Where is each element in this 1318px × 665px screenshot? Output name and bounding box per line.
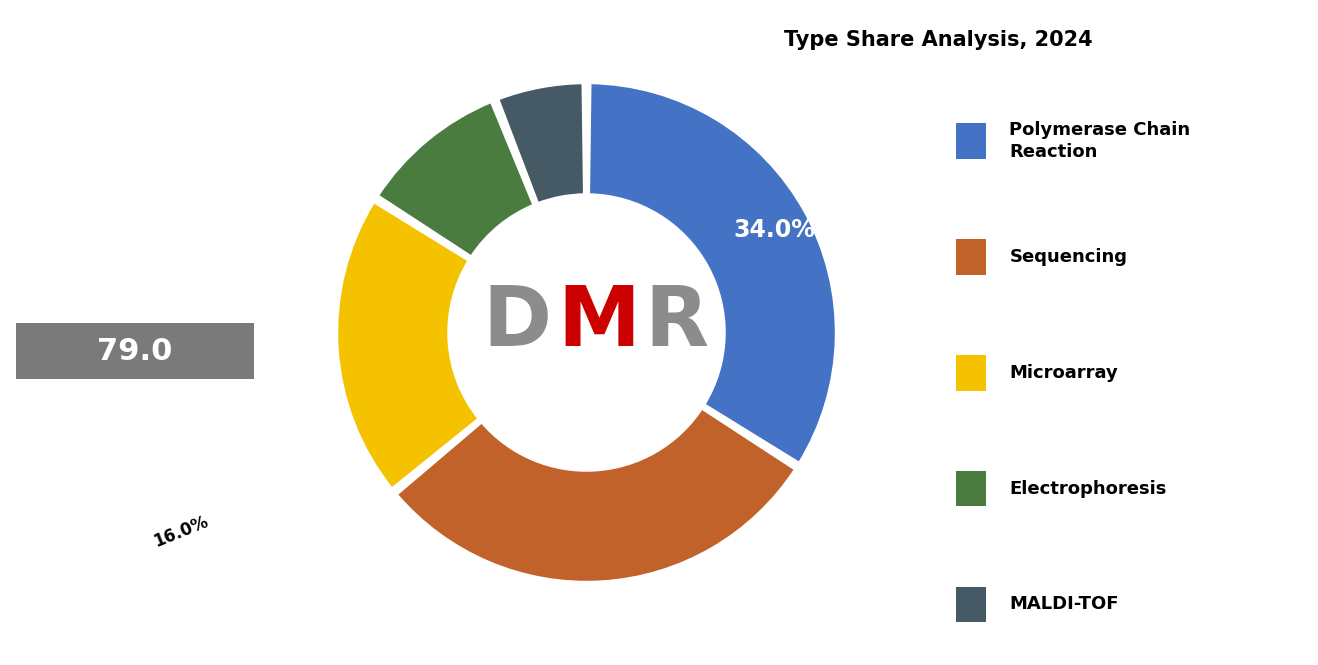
- Text: CAGR
2024-2033: CAGR 2024-2033: [25, 494, 109, 550]
- Text: 16.0%: 16.0%: [152, 513, 211, 551]
- FancyBboxPatch shape: [956, 587, 986, 622]
- Text: Polymerase Chain
Reaction: Polymerase Chain Reaction: [1010, 121, 1190, 161]
- Wedge shape: [336, 201, 480, 489]
- Text: Microarray: Microarray: [1010, 364, 1118, 382]
- Text: Type Share Analysis, 2024: Type Share Analysis, 2024: [784, 30, 1093, 50]
- Wedge shape: [377, 101, 534, 257]
- Text: Sequencing: Sequencing: [1010, 248, 1127, 266]
- Text: Dimension
Market
Research: Dimension Market Research: [57, 64, 214, 162]
- FancyBboxPatch shape: [956, 355, 986, 390]
- Text: M: M: [558, 282, 641, 363]
- Circle shape: [449, 195, 724, 470]
- Text: R: R: [645, 282, 709, 363]
- Text: MALDI-TOF: MALDI-TOF: [1010, 595, 1119, 613]
- Text: Electrophoresis: Electrophoresis: [1010, 479, 1166, 497]
- FancyBboxPatch shape: [956, 124, 986, 159]
- Wedge shape: [588, 82, 837, 464]
- FancyBboxPatch shape: [956, 239, 986, 275]
- FancyBboxPatch shape: [129, 485, 232, 579]
- Text: D: D: [482, 282, 551, 363]
- Wedge shape: [395, 408, 796, 583]
- FancyBboxPatch shape: [16, 323, 254, 379]
- Text: Global Genotyping
Market Size
(USD Billion), 2024: Global Genotyping Market Size (USD Billi…: [46, 245, 224, 313]
- Text: 79.0: 79.0: [98, 336, 173, 366]
- FancyBboxPatch shape: [956, 471, 986, 507]
- Text: 34.0%: 34.0%: [733, 217, 815, 241]
- Wedge shape: [497, 82, 585, 204]
